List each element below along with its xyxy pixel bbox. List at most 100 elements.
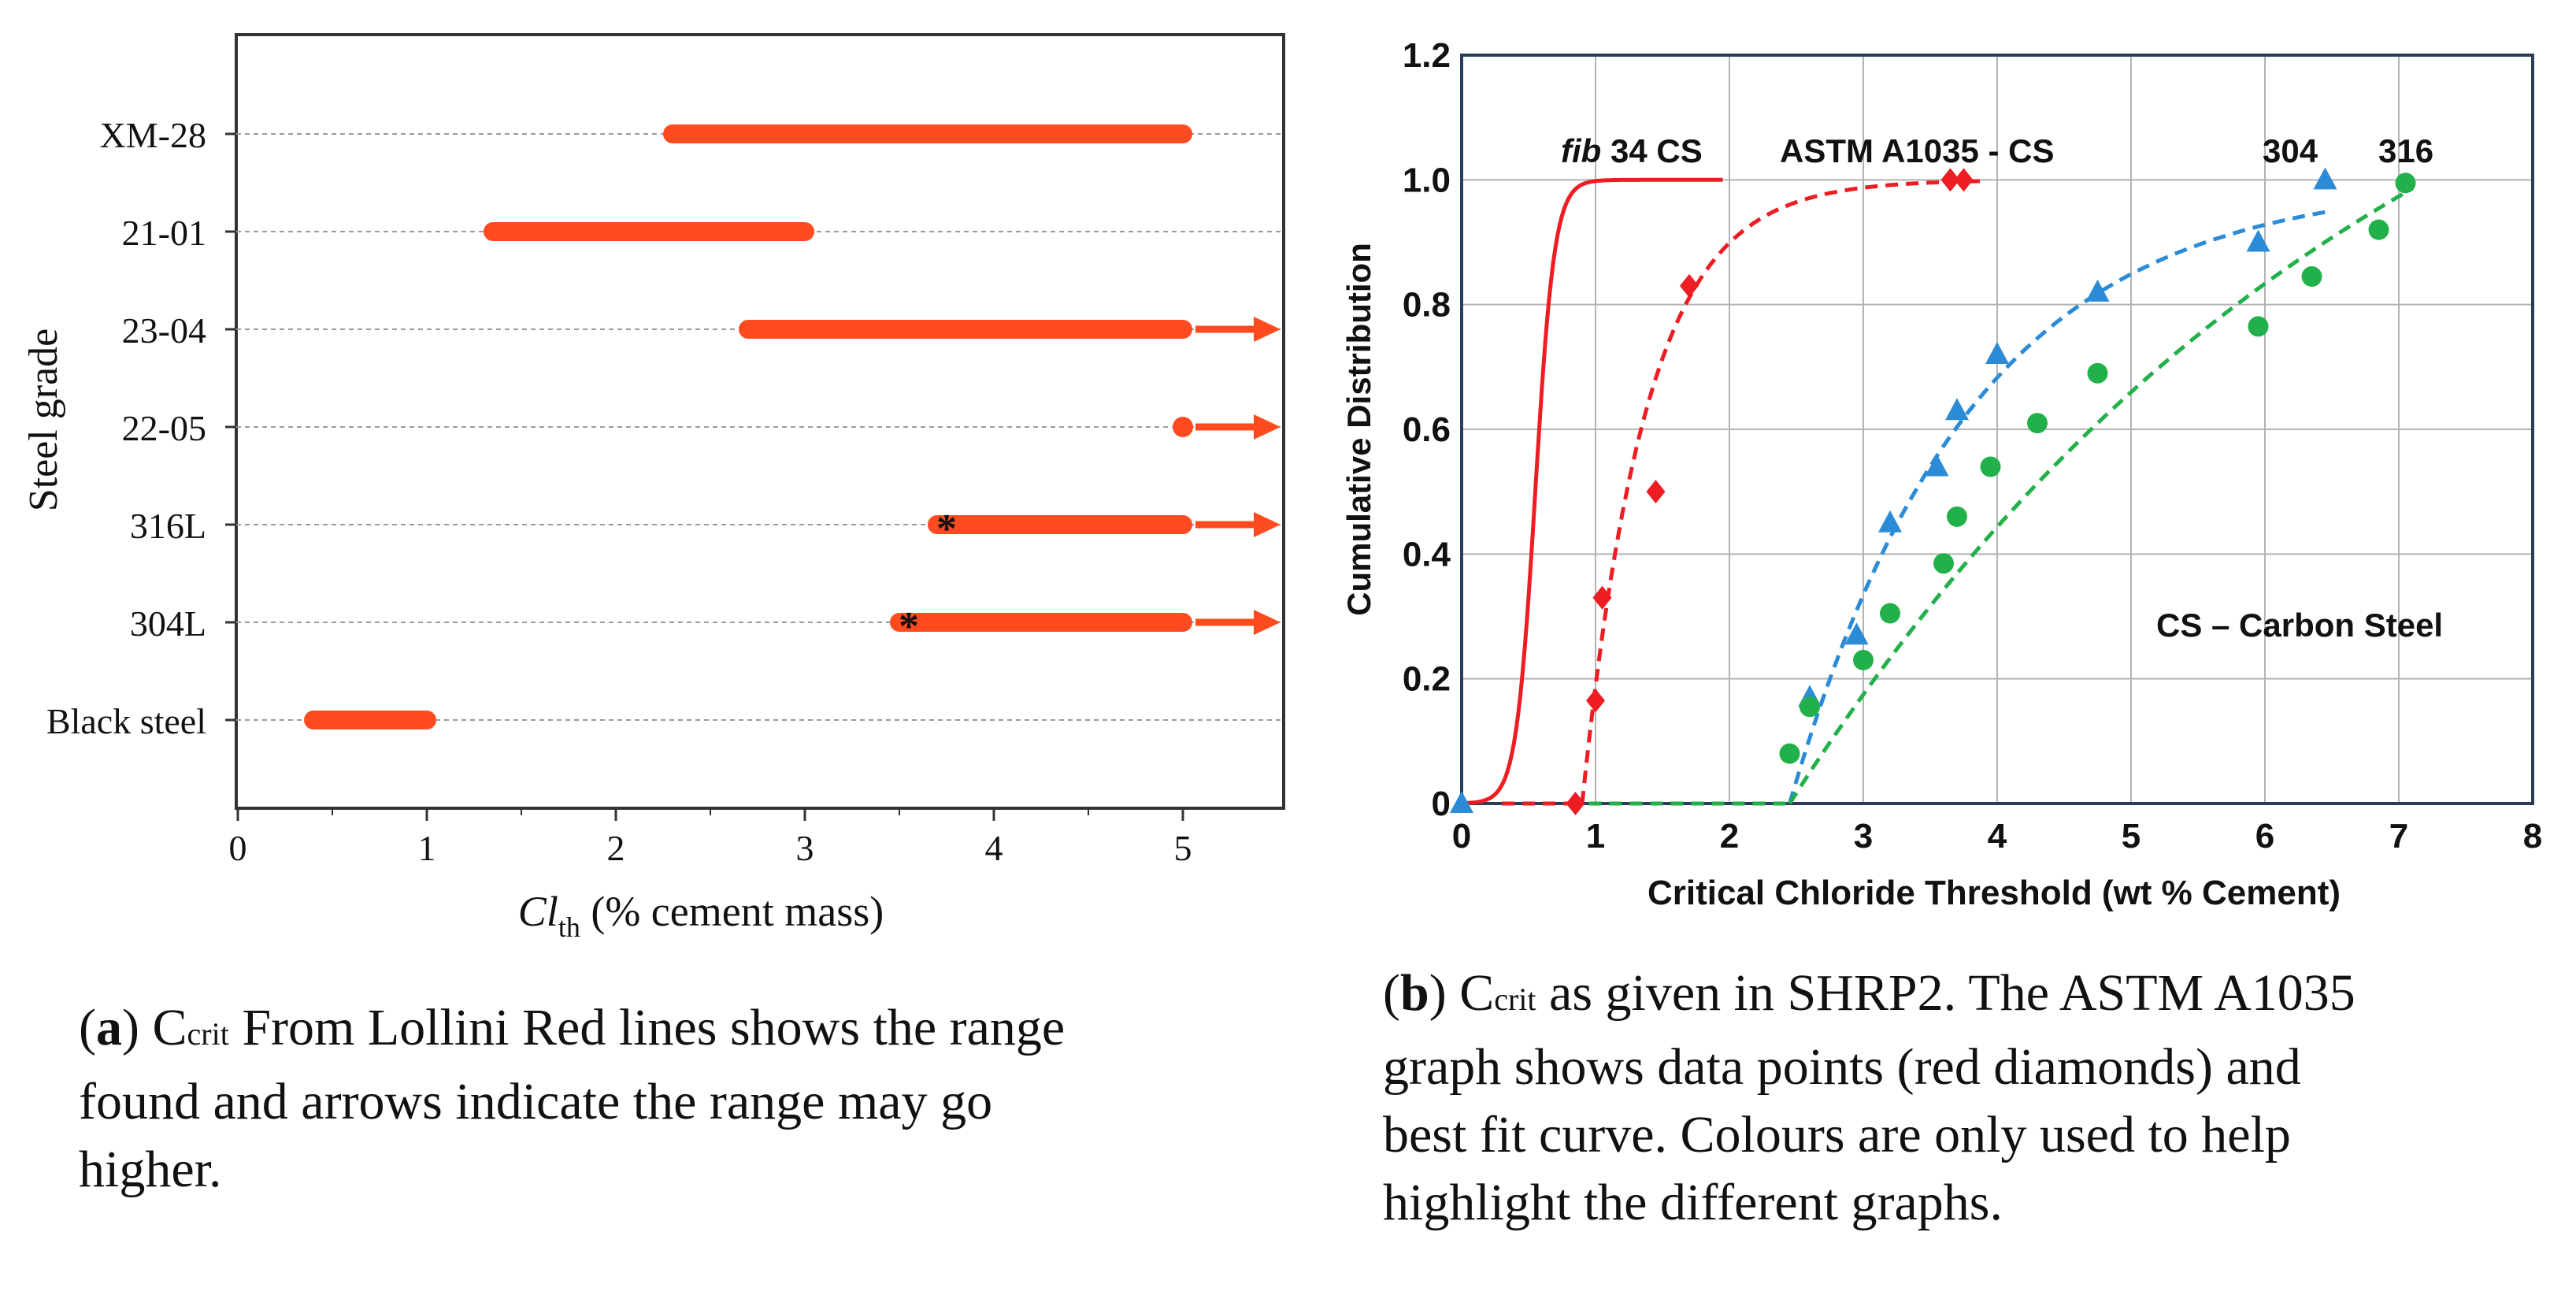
data-point-astm: [1592, 585, 1612, 610]
fit-curve-astm: [1580, 179, 1984, 804]
data-point-s304: [2246, 229, 2270, 252]
series-label-304: 304: [2263, 132, 2318, 169]
x-tick-label: 4: [1988, 817, 2007, 855]
caption-a-line-1: (a) Ccrit From Lollini Red lines shows t…: [79, 999, 1066, 1056]
x-tick-label: 2: [607, 828, 625, 868]
range-arrow-head: [1254, 414, 1281, 440]
chart-a-x-axis-subscript: th: [558, 911, 580, 943]
data-point-s304: [2085, 279, 2110, 302]
data-point-s304: [1878, 510, 1902, 533]
data-point-s304: [1925, 454, 1949, 477]
data-point-s316: [2395, 173, 2416, 194]
chart-a: * * XM-28 21-01 23-04 22-05 316L 304L Black ste…: [21, 33, 1285, 943]
caption-a-c-sub: crit: [187, 1016, 229, 1052]
data-point-s316: [1779, 743, 1800, 764]
range-dot-22-05: [1173, 417, 1193, 437]
series-label-astm: ASTM A1035 - CS: [1780, 132, 2055, 169]
chart-a-frame: [235, 33, 1285, 810]
data-point-astm: [1566, 792, 1585, 815]
data-point-s316: [1880, 603, 1900, 624]
data-point-s316: [2248, 316, 2269, 337]
series-label-fib-italic: fib: [1561, 132, 1601, 169]
x-tick-label: 1: [418, 828, 436, 868]
caption-b-c: C: [1459, 964, 1495, 1022]
chart-b-y-axis-label: Cumulative Distribution: [1340, 243, 1377, 616]
y-tick-label: 0.8: [1403, 286, 1451, 325]
caption-b-line-1-text: as given in SHRP2. The ASTM A1035: [1536, 964, 2355, 1022]
data-point-s304: [1945, 398, 1969, 421]
fit-curve-s304: [1788, 209, 2333, 804]
chart-b: 0 1 2 3 4 5 6 7 8 0 0.2 0.4 0.6 0.8 1.0 1.2 Cumulative …: [1340, 36, 2542, 912]
x-tick-label: 1: [1586, 817, 1605, 855]
category-label: 23-04: [122, 310, 206, 351]
data-point-s316: [1947, 506, 1967, 527]
caption-b: (b) Ccrit as given in SHRP2. The ASTM A1…: [1383, 959, 2572, 1237]
data-point-s316: [1980, 456, 2001, 477]
y-tick-label: 1.0: [1403, 161, 1451, 199]
asterisk-marker: *: [936, 507, 957, 551]
x-tick-label: 0: [1452, 817, 1471, 855]
x-tick-label: 4: [985, 828, 1003, 868]
caption-b-c-sub: crit: [1494, 982, 1536, 1017]
caption-b-line-4: highlight the different graphs.: [1383, 1174, 2003, 1231]
caption-b-line-1: (b) Ccrit as given in SHRP2. The ASTM A1…: [1383, 964, 2355, 1022]
category-label: 304L: [130, 603, 206, 644]
caption-a-line-3: higher.: [79, 1141, 222, 1198]
x-tick-label: 2: [1720, 817, 1739, 855]
category-label: Black steel: [46, 701, 206, 741]
x-tick-label: 5: [2122, 817, 2140, 855]
category-label: 21-01: [122, 213, 206, 253]
data-point-astm: [1940, 168, 1960, 192]
x-tick-label: 8: [2523, 817, 2542, 855]
range-arrow-head: [1254, 512, 1281, 537]
series-label-fib-rest: 34 CS: [1601, 132, 1702, 169]
chart-b-frame: [1460, 54, 2534, 805]
caption-a-line-2: found and arrows indicate the range may …: [79, 1073, 993, 1130]
data-point-s304: [1985, 342, 2009, 364]
data-point-astm: [1680, 273, 1699, 298]
caption-a-line-1-text: From Lollini Red lines shows the range: [228, 999, 1066, 1056]
chart-a-x-axis-symbol: Cl: [518, 888, 558, 935]
x-tick-label: 0: [229, 828, 247, 868]
series-label-316: 316: [2378, 132, 2433, 169]
caption-a-c: C: [152, 999, 187, 1056]
y-tick-label: 0.2: [1403, 660, 1451, 699]
data-point-astm: [1586, 688, 1605, 713]
fit-curve-fib: [1462, 177, 1723, 806]
data-point-s304: [2313, 167, 2337, 190]
data-point-s316: [1933, 553, 1954, 574]
y-tick-label: 1.2: [1403, 36, 1451, 75]
data-point-astm: [1954, 168, 1974, 192]
chart-a-x-axis-unit: (% cement mass): [580, 888, 884, 935]
series-label-fib: fib 34 CS: [1561, 132, 1703, 169]
chart-a-x-axis-label: Clth (% cement mass): [518, 888, 884, 943]
range-arrow-head: [1254, 317, 1281, 342]
data-point-s316: [2027, 413, 2048, 434]
data-point-s316: [1853, 649, 1874, 670]
asterisk-marker: *: [899, 604, 919, 649]
range-arrow-head: [1254, 610, 1281, 635]
data-point-s304: [1450, 791, 1473, 813]
category-label: XM-28: [100, 115, 206, 155]
data-point-s316: [2368, 219, 2389, 240]
caption-b-label: b: [1399, 964, 1429, 1022]
data-point-s316: [2301, 266, 2322, 288]
category-label: 316L: [130, 506, 206, 546]
data-point-s316: [2087, 362, 2108, 384]
x-tick-label: 7: [2389, 817, 2408, 855]
data-point-astm: [1646, 480, 1666, 504]
y-tick-label: 0: [1432, 785, 1451, 823]
caption-a-label: a: [95, 999, 122, 1056]
data-point-s316: [1799, 696, 1820, 718]
data-point-s304: [1844, 622, 1869, 645]
x-tick-label: 5: [1174, 828, 1192, 868]
y-tick-label: 0.4: [1403, 535, 1451, 573]
x-tick-label: 6: [2255, 817, 2274, 855]
x-tick-label: 3: [1854, 817, 1873, 855]
y-tick-label: 0.6: [1403, 410, 1451, 449]
caption-a: (a) Ccrit From Lollini Red lines shows t…: [79, 994, 1355, 1204]
category-label: 22-05: [122, 408, 206, 448]
caption-b-line-2: graph shows data points (red diamonds) a…: [1383, 1038, 2301, 1096]
chart-b-x-axis-label: Critical Chloride Threshold (wt % Cement…: [1648, 874, 2341, 912]
